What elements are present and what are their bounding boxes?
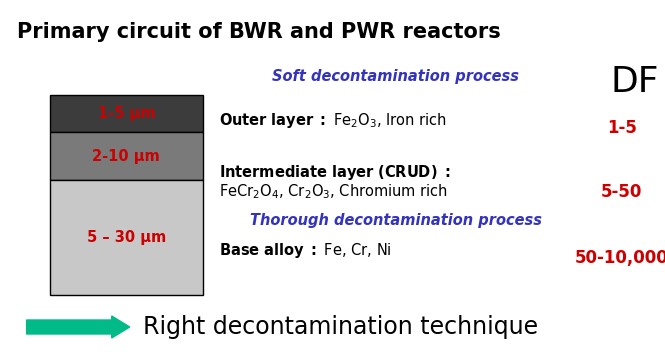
Bar (50, 180, 203, 295)
Bar (50, 95, 203, 132)
Text: 5-50: 5-50 (601, 183, 642, 201)
Text: Soft decontamination process: Soft decontamination process (272, 68, 519, 84)
Text: 2-10 μm: 2-10 μm (92, 148, 160, 163)
Text: 1-5 μm: 1-5 μm (98, 106, 155, 121)
Text: $\mathbf{Base\ alloy\ :}$ Fe, Cr, Ni: $\mathbf{Base\ alloy\ :}$ Fe, Cr, Ni (219, 240, 392, 260)
Text: $\mathbf{Outer\ layer}$ $\mathbf{:}$ $\mathrm{Fe_2O_3}$, Iron rich: $\mathbf{Outer\ layer}$ $\mathbf{:}$ $\m… (219, 111, 448, 130)
Text: 50-10,000: 50-10,000 (575, 249, 665, 267)
Text: Thorough decontamination process: Thorough decontamination process (249, 212, 542, 228)
Text: Right decontamination technique: Right decontamination technique (143, 315, 538, 339)
Text: 1-5: 1-5 (607, 119, 636, 137)
Text: 5 – 30 μm: 5 – 30 μm (86, 230, 166, 245)
Text: $\mathbf{Intermediate\ layer\ (CRUD)\ :}$: $\mathbf{Intermediate\ layer\ (CRUD)\ :}… (219, 162, 451, 181)
Bar (50, 132, 203, 180)
Text: $\mathrm{FeCr_2O_4}$, $\mathrm{Cr_2O_3}$, Chromium rich: $\mathrm{FeCr_2O_4}$, $\mathrm{Cr_2O_3}$… (219, 183, 449, 201)
Text: DF: DF (611, 65, 659, 99)
Text: Primary circuit of BWR and PWR reactors: Primary circuit of BWR and PWR reactors (17, 22, 500, 42)
FancyArrow shape (27, 316, 130, 338)
